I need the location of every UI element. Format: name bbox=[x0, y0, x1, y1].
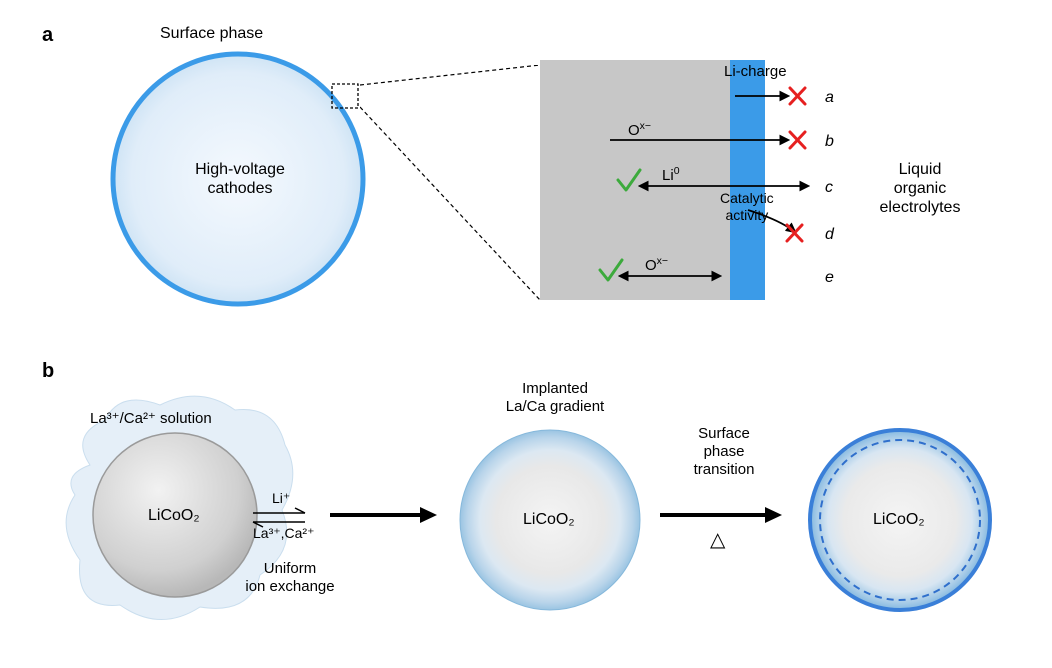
uniform-label: Uniform ion exchange bbox=[230, 560, 350, 596]
licoo2-3: LiCoO₂ bbox=[873, 510, 925, 529]
arrow2 bbox=[655, 505, 785, 525]
li-plus-label: Li⁺ bbox=[272, 490, 290, 507]
licoo2-2: LiCoO₂ bbox=[523, 510, 575, 529]
delta-symbol: △ bbox=[710, 528, 725, 552]
li0-label: Li0 bbox=[662, 165, 680, 185]
solution-label: La³⁺/Ca²⁺ solution bbox=[90, 410, 212, 428]
o-label-e: Ox− bbox=[645, 255, 668, 275]
cathode-label: High-voltage cathodes bbox=[170, 160, 310, 198]
laca-label: La³⁺,Ca²⁺ bbox=[253, 525, 314, 542]
licoo2-1: LiCoO₂ bbox=[148, 506, 200, 525]
li-charge-label: Li-charge bbox=[724, 63, 787, 81]
panel-a-label: a bbox=[42, 24, 53, 47]
zoom-leader bbox=[360, 65, 545, 305]
transition-label: Surface phase transition bbox=[674, 425, 774, 479]
o-label-b: Ox− bbox=[628, 120, 651, 140]
implanted-label: Implanted La/Ca gradient bbox=[495, 380, 615, 416]
interface-arrows bbox=[540, 60, 840, 305]
catalytic-label: Catalytic activity bbox=[720, 190, 774, 224]
arrow1 bbox=[325, 505, 440, 525]
zoom-box bbox=[330, 82, 362, 112]
surface-phase-label: Surface phase bbox=[160, 24, 263, 43]
panel-b-label: b bbox=[42, 360, 54, 383]
electrolyte-label: Liquid organic electrolytes bbox=[860, 160, 980, 218]
